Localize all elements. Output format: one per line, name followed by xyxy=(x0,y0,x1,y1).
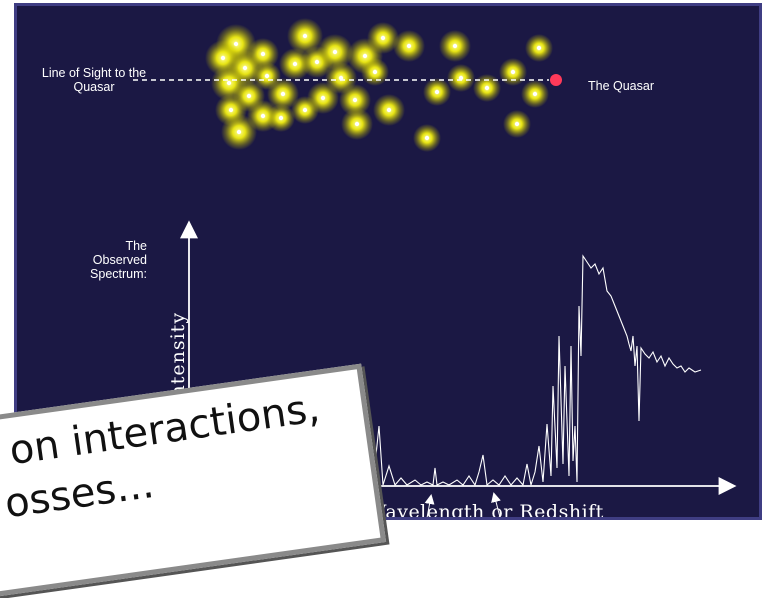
galaxy-core xyxy=(532,91,538,97)
galaxy-core xyxy=(510,69,516,75)
quasar-marker xyxy=(550,74,562,86)
galaxy-core xyxy=(484,85,490,91)
galaxy-core xyxy=(514,121,520,127)
observed-spectrum-label: The Observed Spectrum: xyxy=(90,239,147,281)
galaxy-core xyxy=(352,97,358,103)
absorption-pointer xyxy=(491,492,501,517)
galaxy-core xyxy=(264,73,270,79)
x-axis-label: Wavelength or Redshift xyxy=(367,501,604,520)
galaxy-core xyxy=(314,59,320,65)
galaxy-core xyxy=(280,91,286,97)
galaxy-core xyxy=(278,115,284,121)
line-of-sight-label: Line of Sight to the Quasar xyxy=(41,66,147,94)
galaxy-core xyxy=(332,49,338,55)
galaxy-core xyxy=(228,107,234,113)
galaxy-core xyxy=(236,129,242,135)
galaxy-cluster xyxy=(205,18,553,152)
absorption-pointer xyxy=(424,494,435,517)
galaxy-core xyxy=(292,61,298,67)
galaxy-core xyxy=(260,113,266,119)
galaxy-core xyxy=(246,93,252,99)
galaxy-core xyxy=(260,51,266,57)
galaxy-core xyxy=(302,107,308,113)
galaxy-core xyxy=(372,69,378,75)
galaxy-core xyxy=(302,33,308,39)
galaxy-core xyxy=(380,35,386,41)
galaxy-core xyxy=(226,80,232,86)
galaxy-core xyxy=(434,89,440,95)
galaxy-core xyxy=(424,135,430,141)
galaxy-core xyxy=(338,75,344,81)
galaxy-core xyxy=(452,43,458,49)
galaxy-core xyxy=(220,55,226,61)
galaxy-core xyxy=(458,75,464,81)
galaxy-core xyxy=(354,121,360,127)
quasar-label: The Quasar xyxy=(588,79,655,93)
galaxy-core xyxy=(362,53,368,59)
galaxy-core xyxy=(320,95,326,101)
galaxy-core xyxy=(406,43,412,49)
galaxy-core xyxy=(386,107,392,113)
galaxy-core xyxy=(536,45,542,51)
galaxy-core xyxy=(242,65,248,71)
diagram-artwork xyxy=(133,18,737,517)
